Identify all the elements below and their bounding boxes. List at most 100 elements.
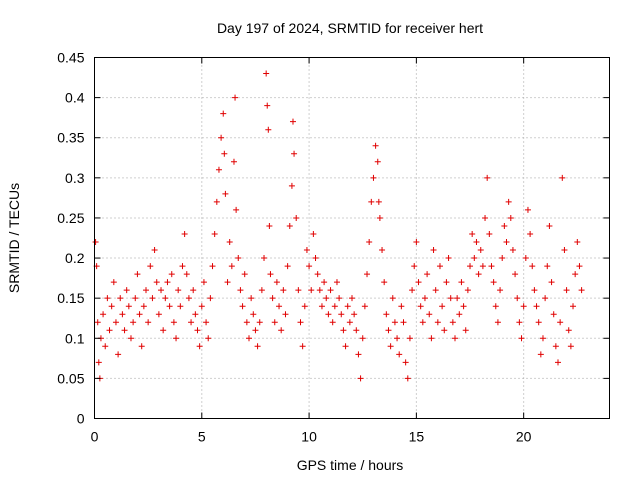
data-point [497,287,504,294]
data-point [175,287,182,294]
data-point [241,271,248,278]
data-point [200,279,207,286]
data-point [557,319,564,326]
data-point [205,335,212,342]
data-point [286,222,293,229]
data-point [256,319,263,326]
data-point [535,319,542,326]
data-point [166,303,173,310]
data-point [349,295,355,302]
data-point [164,279,171,286]
data-point [361,303,368,310]
data-point [359,335,366,342]
data-point [232,94,239,101]
axis-ticks [94,57,610,419]
data-point [409,287,416,294]
data-point [278,327,285,334]
data-point [344,303,351,310]
data-point [222,190,229,197]
data-point [264,102,271,109]
data-point [548,279,555,286]
data-point [507,214,514,221]
grid [94,57,610,419]
x-tick-label: 5 [198,429,206,445]
data-point [100,311,107,318]
data-point [509,247,516,254]
y-tick-label: 0.1 [65,330,85,346]
data-point [449,319,456,326]
data-point [177,303,184,310]
data-point [132,295,139,302]
data-point [518,335,525,342]
y-tick-label: 0.2 [65,250,85,266]
data-point [266,222,273,229]
data-point [400,319,407,326]
data-point [276,303,283,310]
data-point [226,239,233,246]
data-point [376,214,383,221]
data-point [419,319,426,326]
data-point [153,279,160,286]
data-point [209,263,216,270]
data-point [563,287,570,294]
data-point [364,271,371,278]
data-point [267,271,274,278]
data-point [233,206,240,213]
data-point [333,279,340,286]
data-point [385,327,392,334]
data-point [289,118,296,125]
data-point [310,230,317,237]
x-tick-label: 20 [516,429,532,445]
data-point [329,319,336,326]
data-point [546,222,553,229]
data-point [293,214,300,221]
data-point [112,319,119,326]
data-point [475,271,482,278]
data-point [529,263,536,270]
data-point [415,279,422,286]
data-point [398,303,405,310]
data-point [524,206,531,213]
data-point [190,287,197,294]
x-tick-label: 0 [91,429,99,445]
data-point [342,343,349,350]
data-point [327,287,334,294]
data-point [291,150,298,157]
data-point [321,279,328,286]
data-point [121,327,128,334]
data-point [325,311,332,318]
data-point [411,263,418,270]
data-point [353,327,360,334]
data-point [503,239,510,246]
data-point [230,158,237,165]
data-point [482,214,489,221]
data-point [394,335,401,342]
data-point [235,255,242,262]
data-point [492,303,499,310]
data-point [447,295,454,302]
data-point [271,319,278,326]
data-point [106,327,113,334]
data-point [220,110,227,117]
data-point [565,327,572,334]
tick-labels: 0 0.05 0.1 0.15 0.2 0.25 0.3 0.35 0.4 0.45 0 5 10 15 2… [57,50,531,445]
data-point [288,182,295,189]
data-point [432,287,439,294]
data-point [194,327,201,334]
data-point [138,343,145,350]
data-point [441,327,448,334]
data-point [501,222,508,229]
data-point [417,303,424,310]
data-point [151,247,158,254]
data-point [117,295,124,302]
data-point [428,335,435,342]
data-point [469,230,476,237]
data-point [374,158,381,165]
data-point [123,287,130,294]
data-point [486,230,493,237]
data-point [379,247,386,254]
data-point [179,263,186,270]
data-point [110,279,117,286]
y-tick-label: 0.35 [57,130,84,146]
data-point [140,303,147,310]
